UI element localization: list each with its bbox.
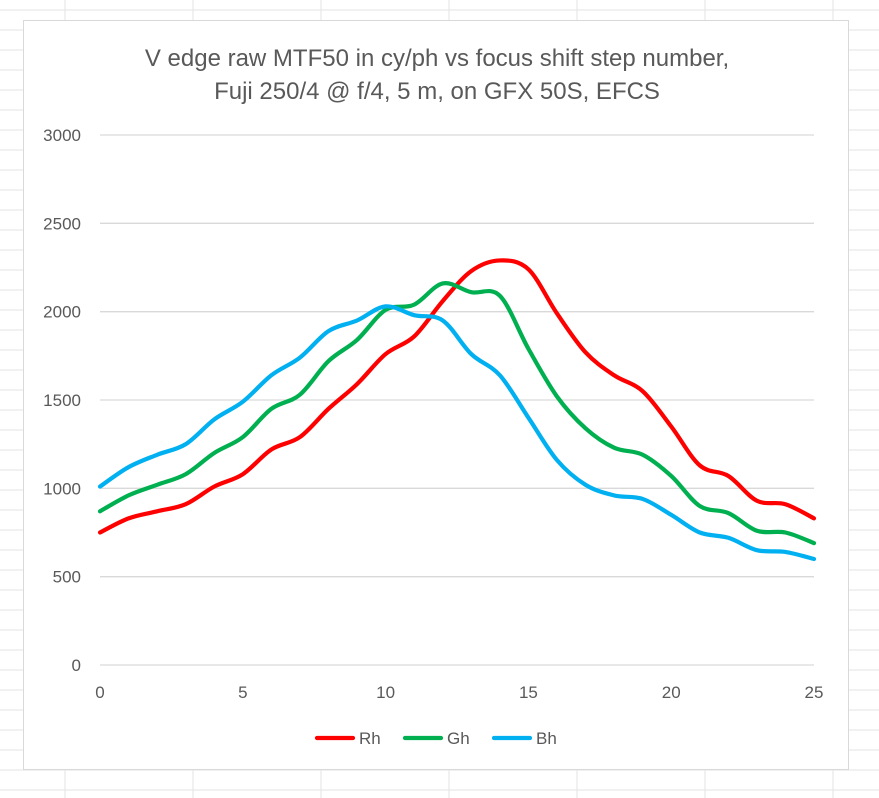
x-tick-label: 15: [519, 683, 538, 702]
y-tick-label: 2000: [43, 303, 81, 322]
y-tick-label: 500: [53, 568, 81, 587]
series-line-bh: [97, 304, 817, 562]
y-tick-label: 1000: [43, 479, 81, 498]
x-tick-label: 0: [95, 683, 104, 702]
x-tick-label: 20: [662, 683, 681, 702]
x-tick-label: 5: [238, 683, 247, 702]
legend: Rh Gh Bh: [314, 729, 557, 748]
y-axis-ticks: 0 500 1000 1500 2000 2500 3000: [43, 126, 81, 675]
series-lines: [97, 258, 817, 562]
y-tick-label: 1500: [43, 391, 81, 410]
legend-label-bh: Bh: [536, 729, 557, 748]
x-axis-ticks: 0 5 10 15 20 25: [95, 683, 823, 702]
x-tick-label: 10: [376, 683, 395, 702]
series-line-gh: [97, 281, 817, 546]
x-tick-label: 25: [805, 683, 824, 702]
chart-subtitle: Fuji 250/4 @ f/4, 5 m, on GFX 50S, EFCS: [214, 78, 660, 105]
chart-area[interactable]: V edge raw MTF50 in cy/ph vs focus shift…: [23, 20, 849, 770]
chart-title: V edge raw MTF50 in cy/ph vs focus shift…: [145, 45, 729, 72]
gridlines: [100, 134, 814, 666]
chart-svg: V edge raw MTF50 in cy/ph vs focus shift…: [43, 45, 823, 748]
legend-label-gh: Gh: [447, 729, 470, 748]
y-tick-label: 0: [72, 656, 81, 675]
legend-label-rh: Rh: [359, 729, 381, 748]
y-tick-label: 2500: [43, 214, 81, 233]
y-tick-label: 3000: [43, 126, 81, 145]
series-line-rh: [97, 258, 817, 535]
